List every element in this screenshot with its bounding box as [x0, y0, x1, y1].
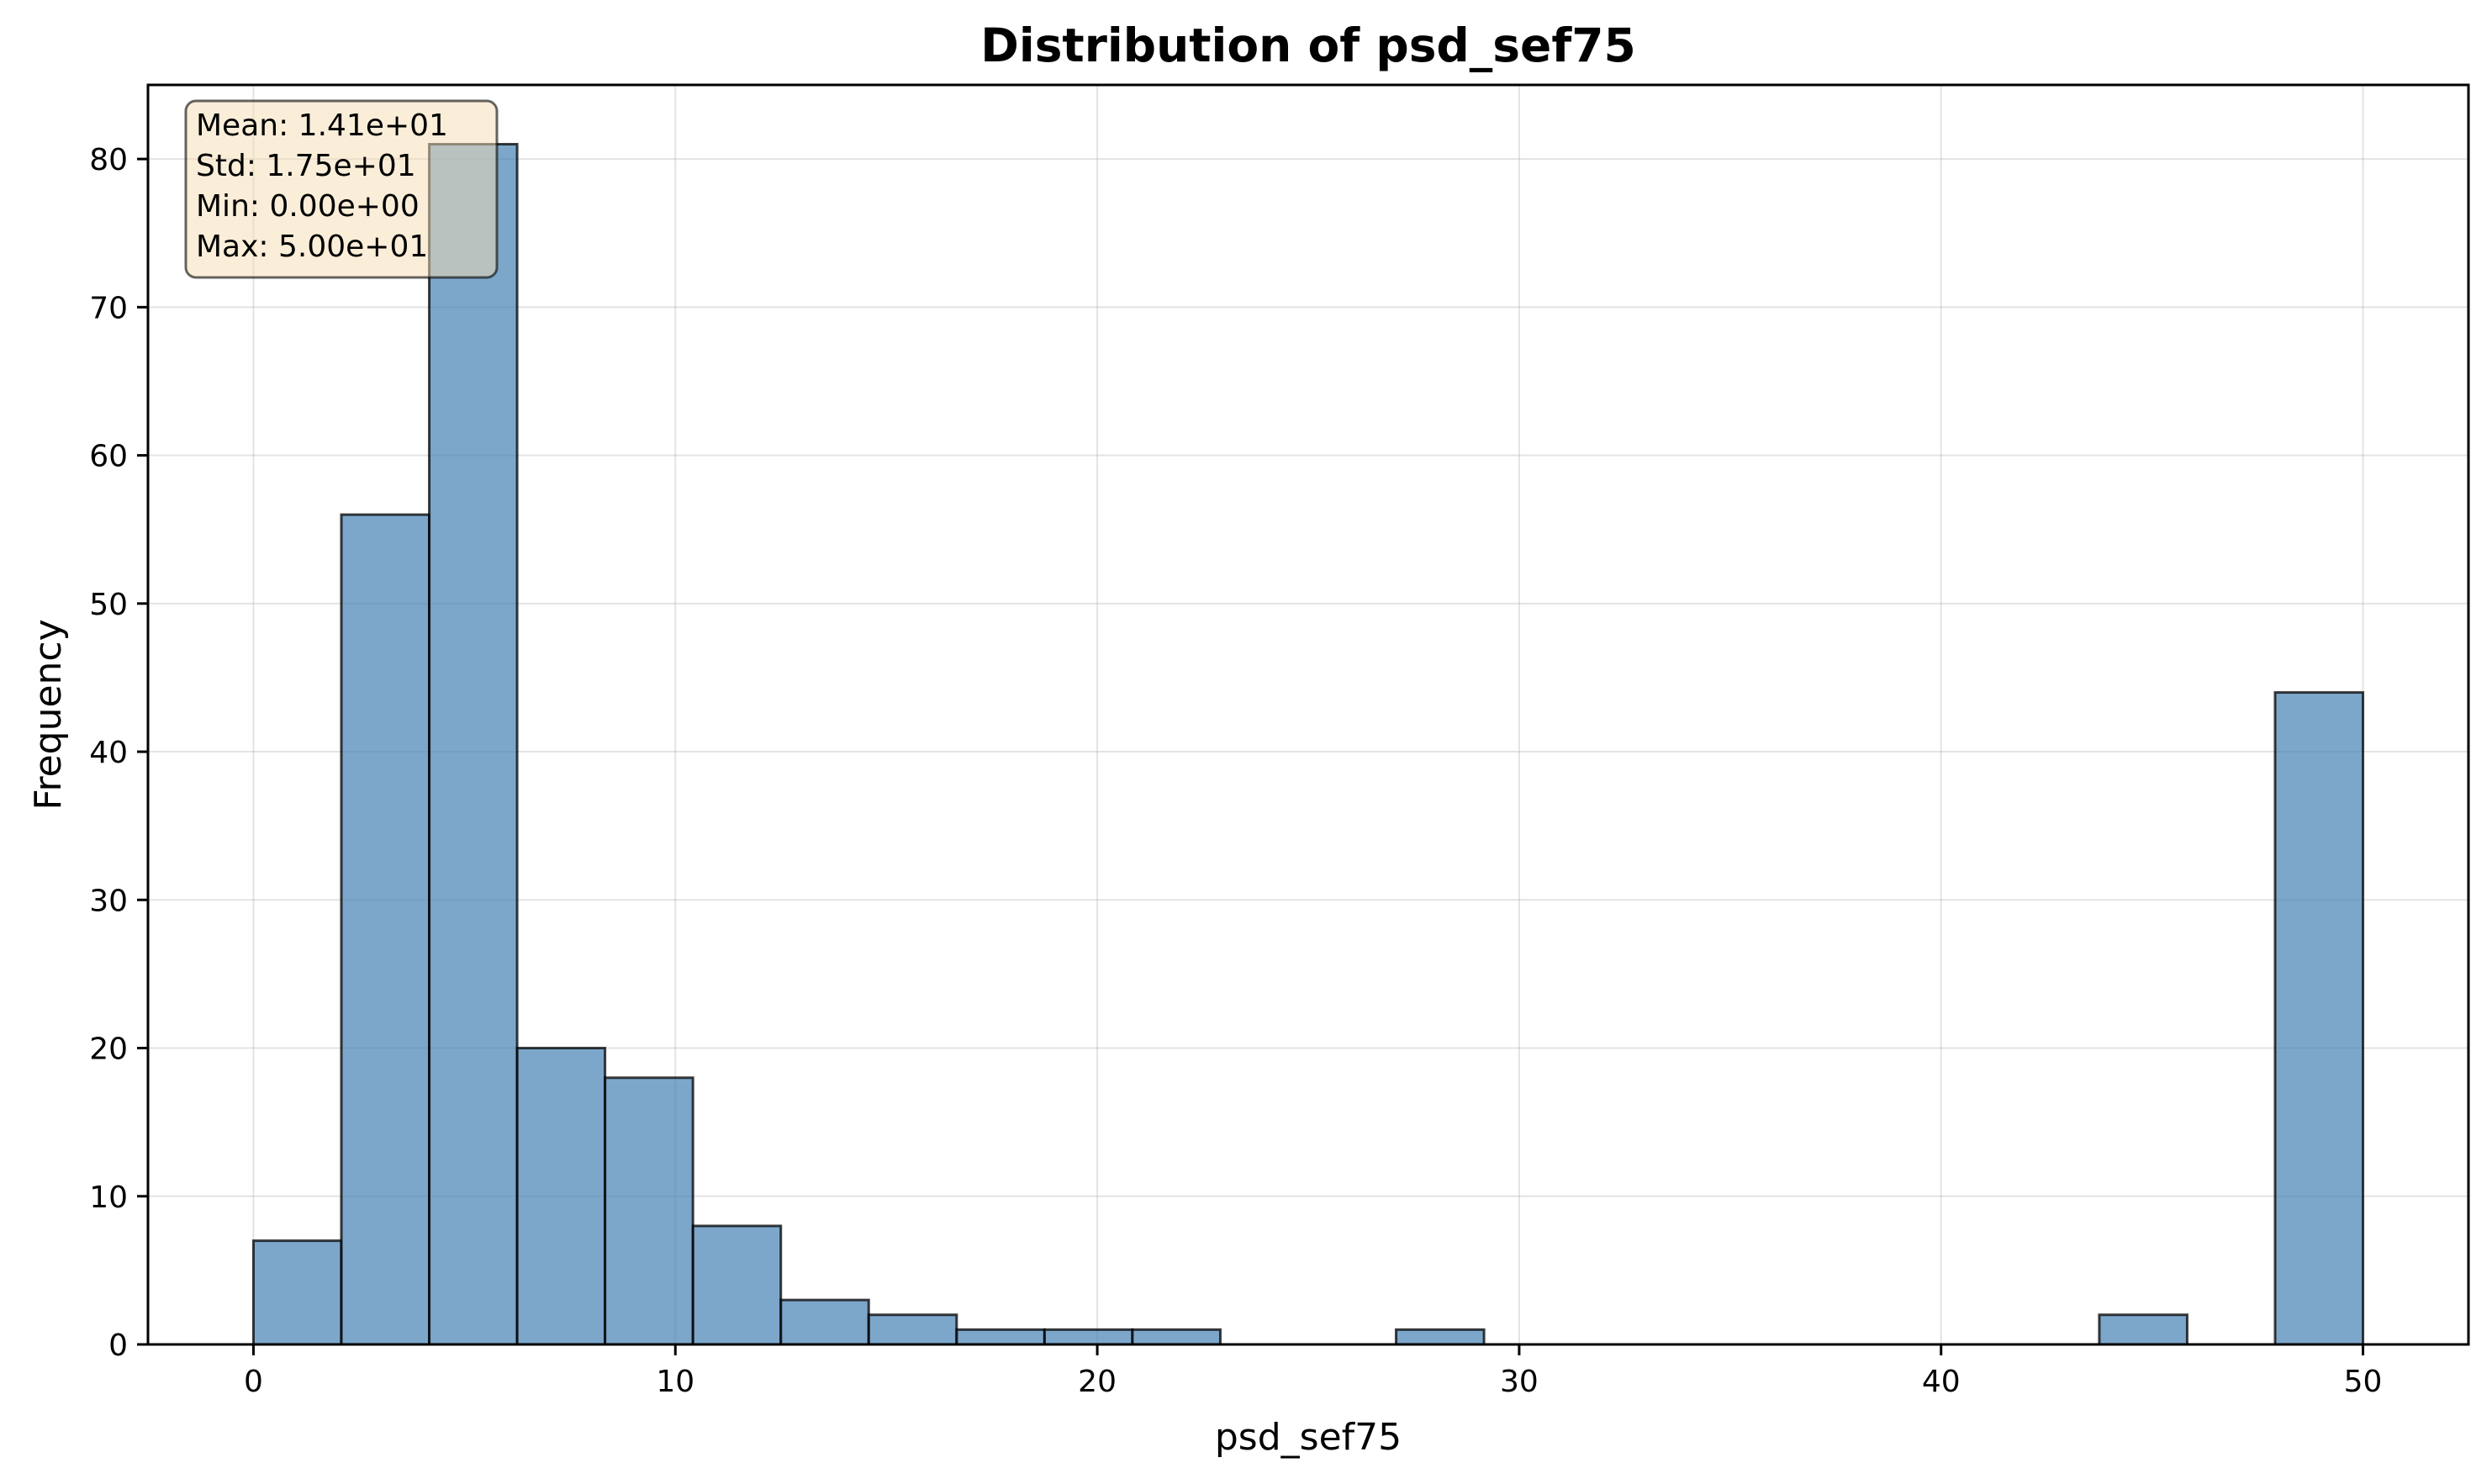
histogram-bars — [251, 142, 2365, 1346]
x-axis-label: psd_sef75 — [1215, 1416, 1402, 1459]
stats-box-background — [184, 99, 499, 279]
y-tick-label: 30 — [89, 884, 128, 918]
y-tick-label: 0 — [108, 1328, 128, 1363]
y-tick-label: 60 — [89, 440, 128, 474]
y-tick-label: 10 — [89, 1180, 128, 1215]
x-tick-label: 50 — [2344, 1365, 2383, 1399]
x-tick-label: 30 — [1500, 1365, 1539, 1399]
stats-line: Std: 1.75e+01 — [196, 149, 416, 183]
x-tick-label: 10 — [656, 1365, 694, 1399]
x-tick-label: 0 — [244, 1365, 263, 1399]
histogram-bar — [2273, 691, 2365, 1346]
histogram-bar — [251, 1239, 343, 1346]
y-tick-label: 40 — [89, 736, 128, 770]
plot-frame — [146, 83, 2470, 1346]
y-axis-label: Frequency — [27, 619, 70, 810]
axis-ticks: 0 10 20 30 40 50 0 10 20 30 40 50 60 70 80 — [89, 143, 2382, 1399]
histogram-bar — [1131, 1328, 1222, 1346]
y-tick-label: 20 — [89, 1032, 128, 1067]
histogram-bar — [2098, 1313, 2188, 1346]
stats-line: Max: 5.00e+01 — [196, 230, 428, 264]
stats-line: Min: 0.00e+00 — [196, 189, 420, 224]
histogram-bar — [604, 1076, 694, 1346]
x-tick-label: 40 — [1922, 1365, 1961, 1399]
histogram-bar — [428, 142, 519, 1346]
histogram-bar — [691, 1224, 783, 1346]
histogram-bar — [955, 1328, 1046, 1346]
y-tick-label: 50 — [89, 588, 128, 622]
y-tick-label: 70 — [89, 291, 128, 325]
stats-line: Mean: 1.41e+01 — [196, 108, 448, 143]
histogram-bar — [515, 1047, 607, 1346]
y-tick-label: 80 — [89, 143, 128, 177]
x-tick-label: 20 — [1078, 1365, 1117, 1399]
histogram-bar — [1043, 1328, 1134, 1346]
histogram-bar — [779, 1298, 870, 1346]
chart-title: Distribution of psd_sef75 — [980, 18, 1636, 72]
histogram-bar — [1395, 1328, 1486, 1346]
histogram-bar — [340, 513, 431, 1346]
stats-box: Mean: 1.41e+01 Std: 1.75e+01 Min: 0.00e+00… — [184, 99, 499, 279]
histogram-bar — [867, 1313, 958, 1346]
